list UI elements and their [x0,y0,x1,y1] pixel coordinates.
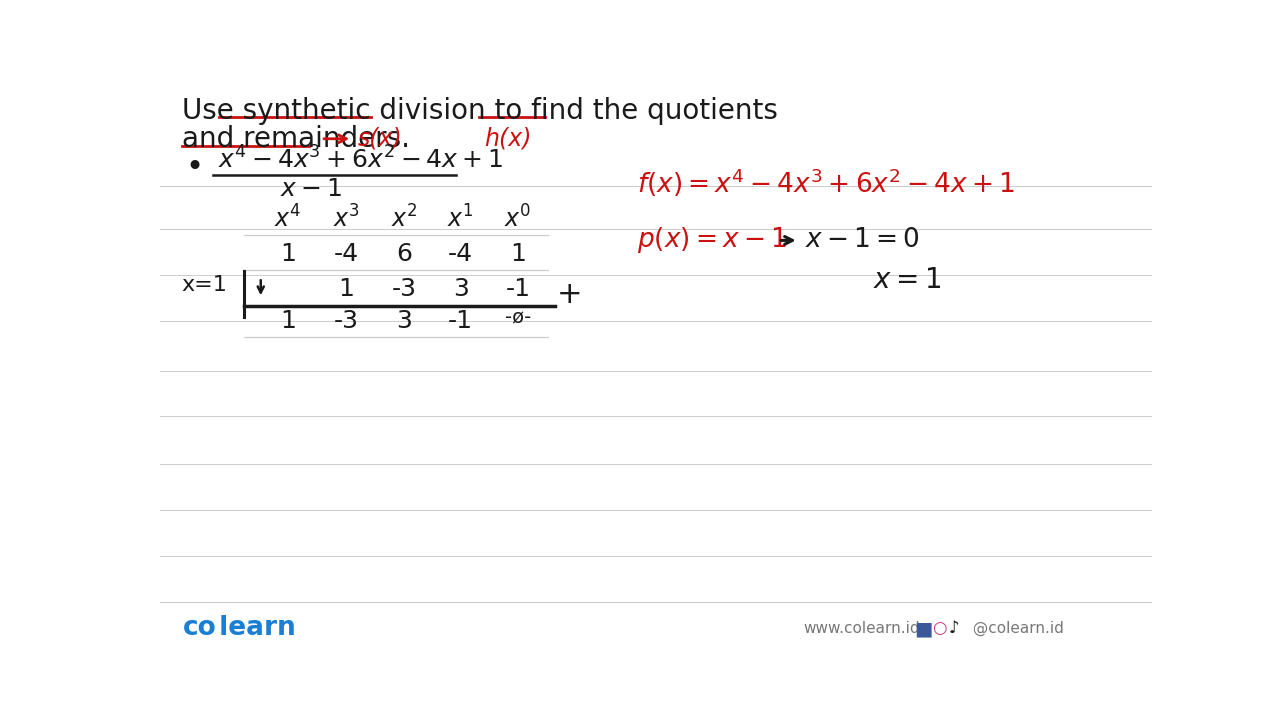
Text: $x^3$: $x^3$ [333,205,360,233]
Text: 1: 1 [280,310,296,333]
Text: •: • [186,153,204,181]
Text: $x^0$: $x^0$ [504,205,531,233]
Text: ○: ○ [932,619,946,637]
Text: Use synthetic division to find the quotients: Use synthetic division to find the quoti… [182,97,777,125]
Text: ■: ■ [914,619,933,638]
Text: 1: 1 [280,242,296,266]
Text: $x - 1 = 0$: $x - 1 = 0$ [805,228,919,253]
Text: +: + [557,280,582,309]
Text: -3: -3 [392,277,416,301]
Text: $p(x) = x - 1$: $p(x) = x - 1$ [636,225,786,256]
Text: -1: -1 [506,277,530,301]
Text: -4: -4 [333,242,358,266]
Text: 1: 1 [511,242,526,266]
Text: s(x): s(x) [357,127,402,150]
Text: $x - 1$: $x - 1$ [280,177,342,201]
Text: 3: 3 [453,277,468,301]
Text: -1: -1 [448,310,474,333]
Text: co: co [183,616,218,642]
Text: 6: 6 [396,242,412,266]
Text: and remainders.: and remainders. [182,125,410,153]
Text: @colearn.id: @colearn.id [968,621,1064,636]
Text: -3: -3 [334,310,358,333]
Text: $x^4$: $x^4$ [274,205,302,233]
Text: -ø-: -ø- [504,308,531,327]
Text: $x^1$: $x^1$ [448,205,474,233]
Text: $f(x) = x^4 - 4x^3 + 6x^2 - 4x + 1$: $f(x) = x^4 - 4x^3 + 6x^2 - 4x + 1$ [636,166,1014,199]
Text: 1: 1 [338,277,355,301]
Text: 3: 3 [397,310,412,333]
Text: x=1: x=1 [182,275,228,295]
Text: $x^4 - 4x^3 + 6x^2 - 4x + 1$: $x^4 - 4x^3 + 6x^2 - 4x + 1$ [218,146,503,173]
Text: h(x): h(x) [484,127,531,150]
Text: learn: learn [210,616,296,642]
Text: ♪: ♪ [948,619,960,637]
Text: www.colearn.id: www.colearn.id [804,621,920,636]
Text: -4: -4 [448,242,474,266]
Text: $x^2$: $x^2$ [390,205,417,233]
Text: $x = 1$: $x = 1$ [873,266,941,294]
